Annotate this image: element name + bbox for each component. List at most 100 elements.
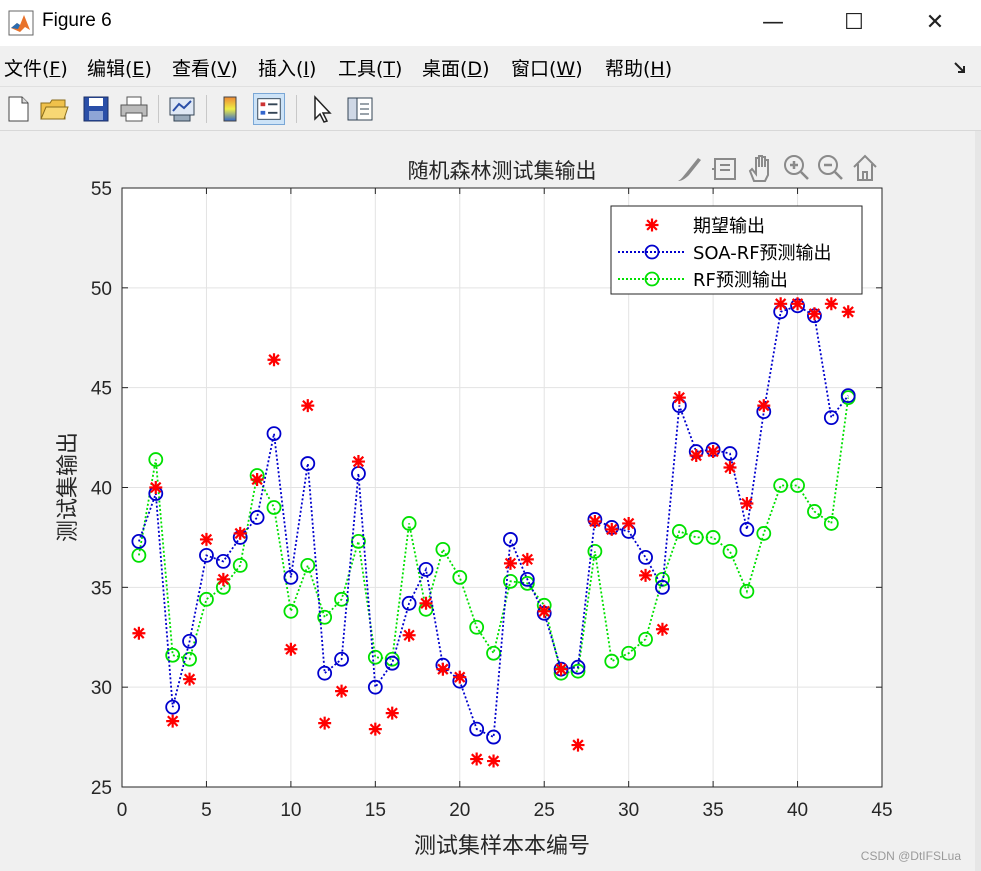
data-point-circle bbox=[334, 651, 349, 667]
data-point-circle bbox=[486, 645, 501, 661]
data-point-star bbox=[132, 626, 146, 640]
x-tick-label: 40 bbox=[787, 800, 808, 821]
legend-label: 期望输出 bbox=[693, 216, 765, 237]
menu-file[interactable]: 文件(F) bbox=[4, 58, 68, 80]
zoom-out-icon[interactable] bbox=[818, 155, 843, 180]
data-point-circle bbox=[300, 456, 316, 471]
maximize-icon: ☐ bbox=[844, 10, 864, 35]
data-point-circle bbox=[367, 679, 383, 695]
save-icon[interactable] bbox=[80, 93, 112, 125]
data-point-star bbox=[554, 662, 568, 676]
data-point-star bbox=[757, 399, 771, 413]
chart-title: 随机森林测试集输出 bbox=[408, 159, 597, 183]
menu-help[interactable]: 帮助(H) bbox=[605, 58, 673, 80]
data-point-circle bbox=[418, 561, 434, 577]
x-tick-label: 35 bbox=[703, 800, 724, 821]
data-point-star bbox=[368, 722, 382, 736]
chart: 0 5 10 15 20 25 30 35 40 45 25 30 35 40 45 50 55 随机森林测试集… bbox=[56, 154, 893, 859]
data-point-circle bbox=[705, 530, 721, 545]
data-point-circle bbox=[638, 631, 653, 647]
data-point-circle bbox=[823, 516, 839, 531]
menu-desktop[interactable]: 桌面(D) bbox=[422, 58, 490, 80]
data-point-circle bbox=[722, 446, 738, 461]
select-arrow-icon[interactable] bbox=[306, 93, 338, 125]
series-layer bbox=[131, 297, 856, 768]
data-point-circle bbox=[199, 547, 214, 563]
legend-entry-expected: 期望输出 bbox=[645, 216, 765, 237]
data-point-star bbox=[503, 556, 517, 570]
legend[interactable]: 期望输出 SOA-RF预测输出 RF预测输出 bbox=[610, 205, 863, 295]
open-file-icon[interactable] bbox=[38, 93, 70, 125]
data-point-star bbox=[216, 572, 230, 586]
x-tick-label: 25 bbox=[534, 800, 555, 821]
y-tick-label: 30 bbox=[91, 678, 112, 699]
maximize-button[interactable]: ☐ bbox=[834, 8, 874, 38]
data-point-circle bbox=[384, 655, 400, 671]
menu-view[interactable]: 查看(V) bbox=[172, 58, 238, 80]
minimize-button[interactable]: — bbox=[753, 8, 793, 38]
data-point-circle bbox=[486, 729, 501, 745]
data-point-circle bbox=[317, 609, 333, 625]
data-point-star bbox=[537, 604, 551, 618]
data-point-circle bbox=[840, 388, 856, 404]
y-tick-label: 25 bbox=[91, 778, 112, 799]
brush-icon[interactable] bbox=[678, 158, 701, 181]
legend-label: SOA-RF预测输出 bbox=[693, 243, 832, 264]
y-tick-label: 35 bbox=[91, 578, 112, 599]
menu-edit[interactable]: 编辑(E) bbox=[87, 58, 152, 80]
menu-tools[interactable]: 工具(T) bbox=[338, 58, 403, 80]
watermark: CSDN @DtIFSLua bbox=[860, 849, 961, 863]
data-tips-icon[interactable] bbox=[712, 158, 736, 180]
data-point-star bbox=[487, 754, 501, 768]
y-tick-label: 45 bbox=[91, 379, 112, 400]
figure-canvas: 0 5 10 15 20 25 30 35 40 45 25 30 35 40 45 50 55 随机森林测试集… bbox=[0, 131, 975, 871]
window-titlebar: Figure 6 — ☐ ✕ bbox=[0, 0, 981, 46]
data-point-circle bbox=[182, 633, 197, 649]
legend-circle-marker bbox=[644, 271, 660, 287]
data-point-circle bbox=[503, 573, 518, 589]
menu-window[interactable]: 窗口(W) bbox=[511, 58, 583, 80]
toolbar-separator bbox=[158, 95, 159, 123]
legend-entry-soa-rf: SOA-RF预测输出 bbox=[618, 243, 832, 264]
data-point-circle bbox=[249, 510, 265, 525]
data-point-circle bbox=[604, 653, 620, 669]
data-point-circle bbox=[131, 534, 147, 549]
colorbar-icon[interactable] bbox=[214, 93, 246, 125]
menu-insert[interactable]: 插入(I) bbox=[258, 58, 317, 80]
matlab-logo-icon bbox=[8, 10, 34, 36]
pan-hand-icon[interactable] bbox=[748, 155, 769, 182]
data-point-circle bbox=[266, 426, 282, 441]
legend-label: RF预测输出 bbox=[693, 270, 788, 291]
data-point-star bbox=[419, 596, 433, 610]
data-point-star bbox=[807, 307, 821, 321]
data-point-circle bbox=[503, 532, 518, 547]
data-point-star bbox=[622, 516, 636, 530]
dock-figure-icon[interactable] bbox=[953, 60, 967, 74]
data-point-circle bbox=[570, 659, 586, 675]
data-point-star bbox=[740, 496, 754, 510]
data-point-circle bbox=[300, 557, 316, 573]
data-point-circle bbox=[215, 553, 231, 569]
y-axis-label: 测试集输出 bbox=[56, 432, 81, 542]
legend-button[interactable] bbox=[253, 93, 285, 125]
data-point-star bbox=[723, 461, 737, 475]
y-tick-label: 50 bbox=[91, 279, 112, 300]
close-button[interactable]: ✕ bbox=[915, 8, 955, 38]
y-tick-label: 55 bbox=[91, 179, 112, 200]
data-point-star bbox=[402, 628, 416, 642]
minimize-icon: — bbox=[762, 10, 784, 35]
legend-entry-rf: RF预测输出 bbox=[618, 270, 788, 291]
data-point-circle bbox=[131, 547, 147, 563]
legend-marker-soa-rf bbox=[644, 244, 660, 260]
home-icon[interactable] bbox=[853, 154, 877, 181]
zoom-in-icon[interactable] bbox=[784, 155, 809, 180]
toolbar-separator bbox=[296, 95, 297, 123]
print-icon[interactable] bbox=[118, 93, 150, 125]
link-plot-icon[interactable] bbox=[166, 93, 198, 125]
property-inspector-icon[interactable] bbox=[344, 93, 376, 125]
data-point-circle bbox=[452, 569, 468, 585]
data-point-star bbox=[706, 445, 720, 459]
new-figure-icon[interactable] bbox=[2, 93, 34, 125]
legend-star-marker bbox=[645, 218, 659, 232]
data-point-circle bbox=[519, 575, 535, 591]
